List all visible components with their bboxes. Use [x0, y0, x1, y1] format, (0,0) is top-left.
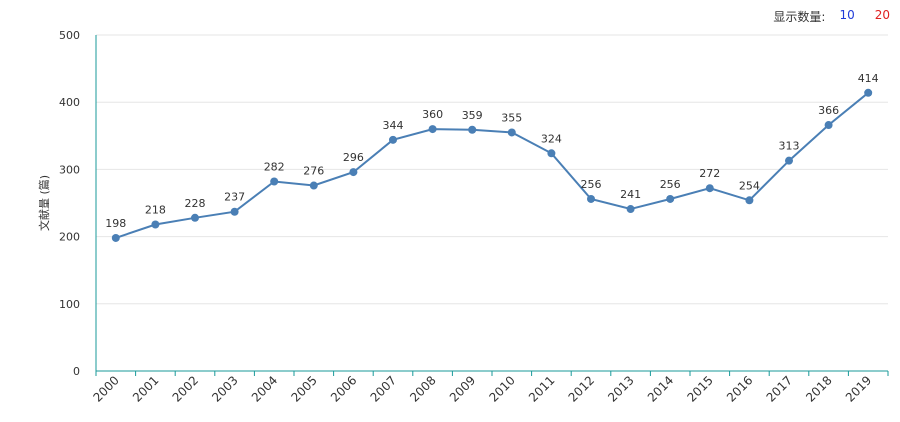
x-tick-label: 2006	[328, 373, 359, 404]
data-label: 324	[541, 132, 562, 145]
x-tick-label: 2007	[368, 373, 399, 404]
data-label: 254	[739, 179, 760, 192]
x-tick-label: 2000	[90, 373, 121, 404]
data-label: 414	[858, 72, 879, 85]
x-tick-label: 2015	[684, 373, 715, 404]
series-line	[115, 92, 869, 239]
data-label: 198	[105, 217, 126, 230]
data-point	[151, 220, 160, 229]
data-point	[270, 177, 279, 186]
y-axis-title: 文献量 (篇)	[37, 175, 51, 231]
data-point	[507, 128, 516, 137]
x-tick-label: 2011	[526, 373, 557, 404]
data-point	[864, 88, 873, 97]
data-label: 359	[462, 109, 483, 122]
data-point	[824, 121, 833, 130]
data-point	[666, 194, 675, 203]
display-count-label: 显示数量:	[773, 10, 826, 24]
x-tick-label: 2012	[566, 373, 597, 404]
data-point	[705, 184, 714, 193]
data-point	[626, 205, 635, 214]
x-tick-label: 2017	[764, 373, 795, 404]
data-point	[309, 181, 318, 190]
data-label: 256	[581, 178, 602, 191]
data-label: 276	[303, 165, 324, 178]
y-tick-label: 100	[59, 298, 80, 311]
data-label: 256	[660, 178, 681, 191]
x-tick-label: 2002	[170, 373, 201, 404]
data-point	[428, 125, 437, 134]
display-count-option-20[interactable]: 20	[874, 8, 890, 22]
y-tick-label: 300	[59, 163, 80, 176]
data-point	[785, 156, 793, 165]
data-label: 218	[145, 204, 166, 217]
data-label: 366	[818, 104, 839, 117]
data-label: 241	[620, 188, 641, 201]
x-tick-label: 2018	[803, 373, 834, 404]
data-point	[230, 207, 239, 216]
data-point	[468, 125, 477, 134]
data-label: 228	[185, 197, 206, 210]
data-point	[547, 149, 556, 158]
y-tick-label: 400	[59, 96, 80, 109]
x-tick-label: 2003	[209, 373, 240, 404]
x-tick-label: 2014	[645, 373, 676, 404]
data-label: 237	[224, 191, 245, 204]
data-point	[587, 194, 595, 203]
display-count-option-10[interactable]: 10	[839, 8, 855, 22]
x-tick-label: 2009	[447, 373, 478, 404]
data-label: 355	[501, 111, 522, 124]
data-point	[349, 168, 358, 177]
data-label: 282	[264, 160, 285, 173]
y-tick-label: 200	[59, 231, 80, 244]
data-label: 360	[422, 108, 443, 121]
data-label: 272	[699, 167, 720, 180]
data-point	[111, 233, 120, 242]
data-point	[389, 135, 397, 144]
x-tick-label: 2016	[724, 373, 755, 404]
display-count-selector: 显示数量: 10 20	[773, 8, 890, 25]
x-tick-label: 2005	[288, 373, 319, 404]
x-tick-label: 2001	[130, 373, 161, 404]
data-point	[745, 196, 754, 205]
x-tick-label: 2008	[407, 373, 438, 404]
x-tick-label: 2019	[843, 373, 874, 404]
x-tick-label: 2013	[605, 373, 636, 404]
data-label: 296	[343, 151, 364, 164]
x-tick-label: 2004	[249, 373, 280, 404]
data-point	[191, 213, 199, 222]
data-label: 344	[383, 119, 404, 132]
data-label: 313	[779, 140, 800, 153]
y-tick-label: 500	[59, 29, 80, 42]
x-tick-label: 2010	[486, 373, 517, 404]
y-tick-label: 0	[73, 365, 80, 378]
